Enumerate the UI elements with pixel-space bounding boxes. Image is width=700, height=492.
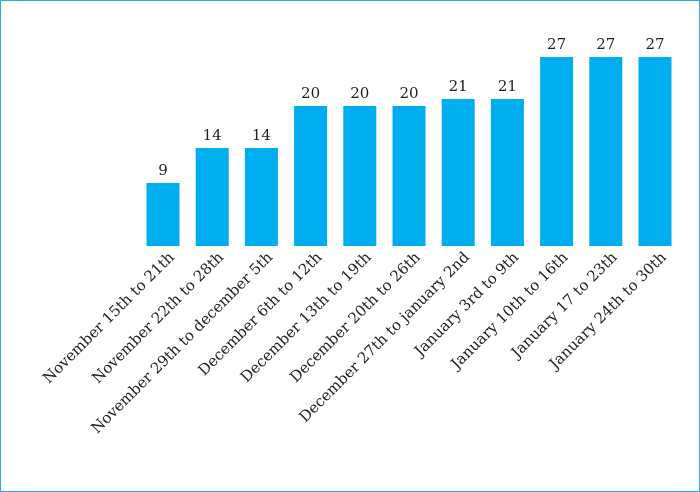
- value-label-11: 27: [645, 35, 664, 53]
- value-label-8: 21: [498, 77, 517, 95]
- bar-3: [244, 148, 278, 246]
- bar-11: [638, 57, 672, 246]
- bar-4: [294, 106, 328, 246]
- bar-1: [146, 183, 180, 246]
- value-label-3: 14: [252, 126, 271, 144]
- value-label-2: 14: [203, 126, 222, 144]
- value-label-5: 20: [350, 84, 369, 102]
- bar-9: [540, 57, 574, 246]
- value-label-6: 20: [399, 84, 418, 102]
- bar-5: [343, 106, 377, 246]
- value-label-7: 21: [449, 77, 468, 95]
- bar-7: [441, 99, 475, 246]
- bar-6: [392, 106, 426, 246]
- value-label-1: 9: [158, 161, 168, 179]
- bar-8: [490, 99, 524, 246]
- bars-group: [146, 57, 672, 246]
- value-label-9: 27: [547, 35, 566, 53]
- value-label-4: 20: [301, 84, 320, 102]
- value-label-10: 27: [596, 35, 615, 53]
- bar-2: [195, 148, 229, 246]
- bar-10: [589, 57, 623, 246]
- category-label-3: November 29th to december 5th: [87, 248, 276, 437]
- value-labels-group: 9 14 14 20 20 20 21 21 27 27 27: [158, 35, 664, 179]
